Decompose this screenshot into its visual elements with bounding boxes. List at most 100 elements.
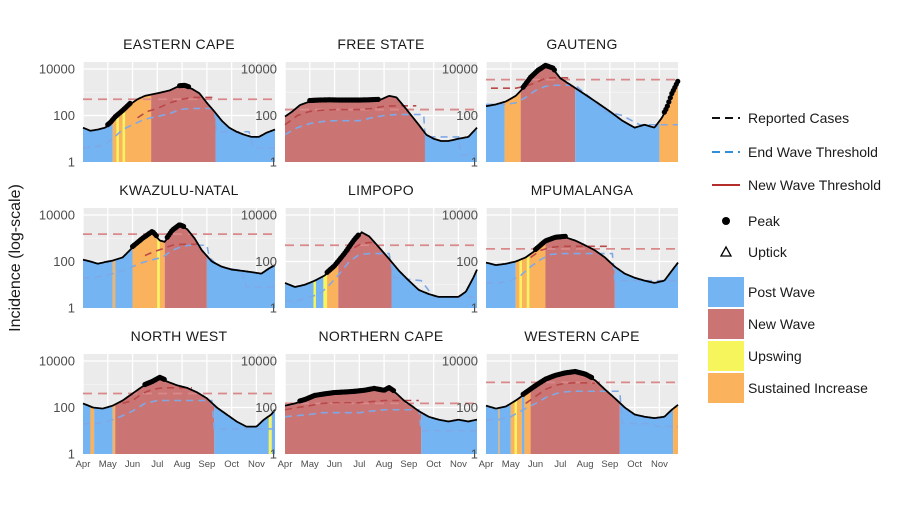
- end-wave-threshold-line: [486, 390, 678, 428]
- peak-dot: [390, 387, 397, 394]
- x-tick-label: Sep: [198, 459, 215, 470]
- y-tick-label: 10000: [442, 207, 478, 222]
- x-tick-label: Jul: [151, 459, 163, 470]
- x-tick-label: Jul: [353, 459, 365, 470]
- y-tick-label: 1: [68, 301, 75, 316]
- new-wave-line: [144, 243, 200, 257]
- x-tick-label: Oct: [426, 459, 441, 470]
- segment-new-wave: [151, 86, 216, 162]
- peak-dot: [664, 103, 670, 109]
- x-tick-label: Apr: [278, 459, 293, 470]
- segment-new-wave: [520, 66, 576, 162]
- panel-title: NORTHERN CAPE: [319, 328, 444, 344]
- y-tick-label: 100: [53, 108, 75, 123]
- segment-sustained-increase: [125, 94, 152, 162]
- peak-dot: [355, 232, 361, 238]
- x-tick-label: May: [502, 459, 520, 470]
- x-tick-label: Aug: [577, 459, 594, 470]
- legend-label: Uptick: [748, 244, 788, 260]
- x-tick-label: Jun: [125, 459, 140, 470]
- y-tick-label: 1: [471, 301, 478, 316]
- x-tick-label: Jul: [554, 459, 566, 470]
- panel-title: LIMPOPO: [348, 182, 414, 198]
- segment-post-wave: [214, 405, 269, 454]
- panel-mpumalanga: MPUMALANGA 1 100 10000: [442, 182, 679, 316]
- x-tick-label: Nov: [248, 459, 265, 470]
- segment-sustained-increase: [112, 259, 116, 308]
- segment-new-wave: [115, 378, 215, 454]
- y-tick-label: 1: [471, 155, 478, 170]
- segment-sustained-increase: [132, 232, 158, 308]
- legend-item-end-wave-threshold: End Wave Threshold: [712, 144, 878, 160]
- y-tick-label: 1: [68, 155, 75, 170]
- end-wave-threshold-line: [285, 252, 477, 302]
- legend-label: New Wave Threshold: [748, 177, 881, 193]
- reported-cases-line: [485, 65, 679, 129]
- y-tick-label: 10000: [241, 61, 277, 76]
- legend-key-swatch: [708, 341, 744, 371]
- legend-label: End Wave Threshold: [748, 144, 878, 160]
- new-wave-line: [343, 241, 375, 256]
- panel-western-cape: WESTERN CAPE 1 100 10000 Apr May Jun Jul Aug Sep O…: [442, 328, 679, 470]
- x-tick-label: Oct: [224, 459, 239, 470]
- peak-dot: [127, 100, 133, 107]
- segment-post-wave: [271, 409, 275, 454]
- legend-label: Sustained Increase: [748, 380, 868, 396]
- panel-kwazulu-natal: KWAZULU-NATAL 1 100 10000: [39, 182, 276, 316]
- segment-post-wave: [424, 127, 477, 162]
- peak-dot: [588, 374, 595, 380]
- y-tick-label: 100: [456, 108, 478, 123]
- x-tick-label: Apr: [76, 459, 91, 470]
- panel-title: EASTERN CAPE: [123, 36, 235, 52]
- panel-title: KWAZULU-NATAL: [119, 182, 239, 198]
- panel-gauteng: GAUTENG 1 100 10000: [442, 36, 681, 170]
- reported-cases-line: [82, 377, 276, 428]
- segment-upswing: [268, 413, 272, 454]
- new-wave-line: [490, 76, 573, 89]
- y-tick-label: 1: [270, 155, 277, 170]
- legend-label: New Wave: [748, 316, 815, 332]
- x-tick-label: Aug: [174, 459, 191, 470]
- legend-key-swatch: [708, 373, 744, 403]
- legend: Reported Cases End Wave Threshold New Wave…: [708, 110, 881, 403]
- panel-title: GAUTENG: [546, 36, 617, 52]
- segment-sustained-increase: [112, 116, 117, 162]
- segment-upswing: [157, 237, 160, 308]
- segment-new-wave: [530, 372, 620, 454]
- end-wave-threshold-line: [486, 252, 678, 284]
- y-tick-label: 10000: [39, 61, 75, 76]
- segment-new-wave: [285, 388, 422, 454]
- legend-label: Post Wave: [748, 284, 815, 300]
- segment-post-wave: [215, 112, 275, 162]
- segment-sustained-increase: [159, 240, 165, 308]
- y-tick-label: 100: [456, 400, 478, 415]
- segment-sustained-increase: [510, 401, 515, 454]
- panels-grid: EASTERN CAPE 1 100 10000 FREE STATE 1 100 10000…: [39, 36, 681, 470]
- y-tick-label: 1: [270, 301, 277, 316]
- end-wave-threshold-line: [284, 113, 477, 156]
- y-tick-label: 100: [255, 400, 277, 415]
- y-axis-label: Incidence (log-scale): [7, 184, 24, 332]
- x-tick-label: May: [99, 459, 117, 470]
- segment-post-wave: [115, 247, 133, 308]
- segment-post-wave: [499, 403, 511, 454]
- segment-post-wave: [614, 262, 678, 308]
- segment-upswing: [526, 254, 530, 308]
- reported-cases-line: [485, 236, 679, 284]
- legend-item-uptick: Uptick: [719, 244, 788, 260]
- y-tick-label: 10000: [241, 207, 277, 222]
- segment-sustained-increase: [524, 390, 531, 454]
- legend-key-triangle: [719, 245, 733, 257]
- legend-key-swatch: [708, 309, 744, 339]
- y-tick-label: 100: [255, 108, 277, 123]
- segment-sustained-increase: [498, 407, 500, 454]
- y-tick-label: 100: [456, 254, 478, 269]
- legend-item-reported-cases: Reported Cases: [712, 110, 849, 126]
- x-tick-label: Jun: [327, 459, 342, 470]
- segment-new-wave: [545, 237, 615, 308]
- segment-post-wave: [619, 402, 674, 454]
- segment-post-wave: [575, 87, 660, 162]
- panel-north-west: NORTH WEST 1 100 10000 Apr May Jun Jul Aug Sep Oct…: [39, 328, 276, 470]
- segment-sustained-increase: [90, 406, 95, 454]
- peak-dot: [666, 99, 672, 105]
